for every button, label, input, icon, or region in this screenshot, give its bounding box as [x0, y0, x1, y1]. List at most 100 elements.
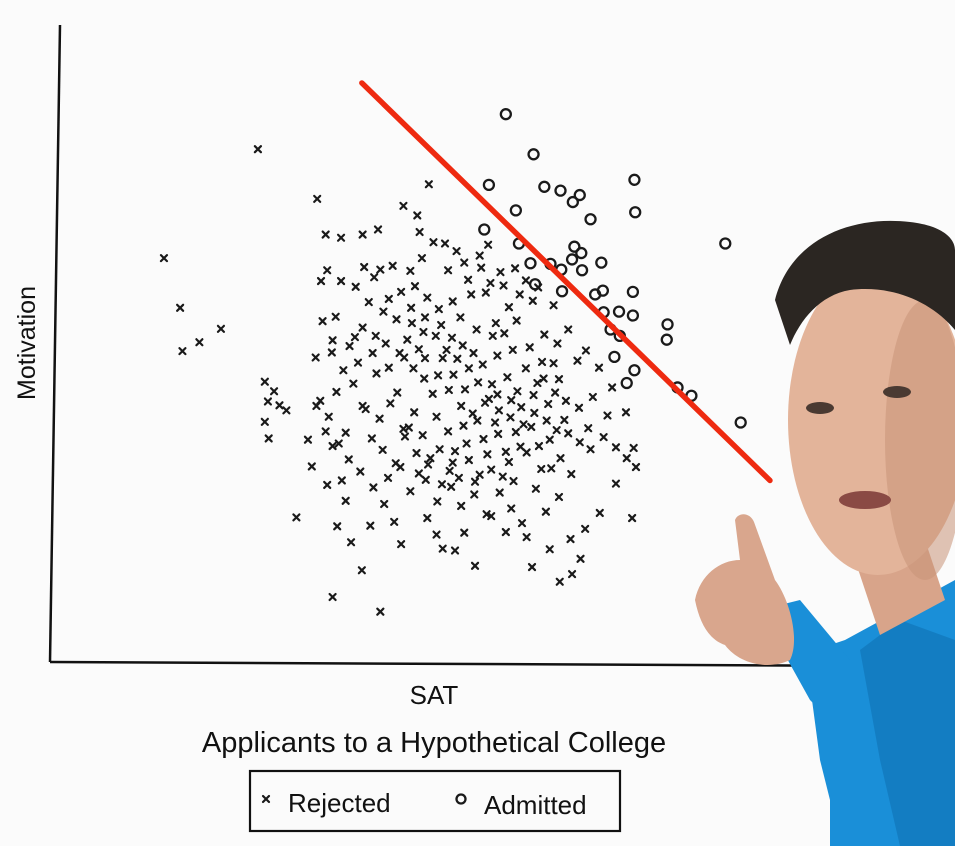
point-rejected-244 — [420, 354, 430, 363]
point-rejected-112 — [470, 477, 480, 486]
point-rejected-215 — [407, 303, 416, 312]
point-rejected-62 — [414, 345, 423, 354]
point-rejected-172 — [555, 577, 564, 586]
point-rejected-235 — [611, 443, 621, 452]
point-rejected-103 — [356, 467, 365, 476]
point-rejected-87 — [432, 412, 441, 421]
point-admitted-31 — [661, 318, 674, 331]
point-rejected-253 — [529, 390, 538, 400]
point-rejected-178 — [390, 517, 399, 526]
point-rejected-160 — [333, 522, 342, 531]
legend-box — [248, 769, 622, 833]
point-rejected-23 — [486, 278, 495, 288]
point-rejected-142 — [464, 455, 473, 465]
point-rejected-126 — [311, 353, 320, 362]
point-rejected-237 — [328, 336, 337, 345]
point-rejected-101 — [334, 439, 343, 448]
point-rejected-167 — [487, 512, 496, 521]
point-rejected-20 — [460, 258, 469, 267]
point-rejected-60 — [393, 388, 402, 397]
point-rejected-148 — [263, 397, 273, 406]
point-rejected-197 — [549, 359, 558, 368]
point-rejected-131 — [349, 379, 358, 388]
point-rejected-51 — [318, 317, 327, 326]
point-rejected-39 — [512, 316, 521, 325]
point-rejected-162 — [357, 566, 366, 575]
point-admitted-7 — [628, 173, 641, 186]
point-rejected-150 — [264, 434, 273, 443]
point-rejected-229 — [564, 429, 573, 438]
point-rejected-189 — [447, 333, 457, 342]
point-rejected-35 — [467, 290, 476, 299]
point-rejected-262 — [459, 421, 468, 430]
point-rejected-72 — [503, 373, 512, 382]
point-rejected-187 — [419, 327, 428, 337]
point-rejected-111 — [457, 501, 466, 511]
point-rejected-115 — [507, 504, 516, 513]
point-admitted-33 — [628, 364, 641, 377]
point-rejected-18 — [452, 247, 461, 256]
point-admitted-18 — [565, 253, 579, 266]
point-rejected-73 — [513, 387, 522, 396]
point-admitted-2 — [538, 180, 551, 193]
point-rejected-11 — [376, 265, 385, 274]
point-rejected-29 — [397, 287, 406, 297]
point-rejected-92 — [483, 450, 492, 459]
point-rejected-213 — [384, 294, 393, 304]
point-rejected-1 — [159, 254, 169, 263]
point-rejected-263 — [470, 490, 479, 499]
point-rejected-0 — [253, 145, 262, 154]
point-admitted-30 — [626, 309, 640, 322]
point-rejected-9 — [358, 230, 367, 239]
point-rejected-34 — [456, 313, 465, 322]
point-rejected-104 — [369, 483, 378, 492]
point-rejected-121 — [576, 554, 585, 563]
point-rejected-125 — [628, 513, 637, 523]
point-rejected-195 — [525, 343, 534, 352]
point-rejected-68 — [469, 348, 478, 358]
point-rejected-122 — [581, 524, 590, 533]
point-rejected-151 — [269, 387, 279, 396]
point-admitted-9 — [482, 178, 496, 192]
point-rejected-70 — [487, 380, 497, 389]
point-rejected-69 — [478, 360, 487, 369]
point-rejected-118 — [541, 507, 550, 516]
point-rejected-30 — [410, 282, 420, 291]
point-admitted-6 — [584, 213, 597, 226]
point-rejected-124 — [611, 479, 621, 488]
point-rejected-7 — [321, 230, 330, 239]
point-rejected-58 — [372, 369, 381, 378]
point-rejected-250 — [493, 390, 502, 399]
point-rejected-75 — [533, 378, 542, 388]
point-admitted-19 — [568, 240, 581, 253]
point-rejected-36 — [481, 288, 490, 297]
point-rejected-214 — [392, 315, 401, 324]
point-rejected-153 — [282, 406, 291, 415]
point-rejected-93 — [494, 429, 503, 439]
point-rejected-98 — [545, 435, 554, 444]
point-rejected-33 — [448, 297, 457, 306]
point-rejected-193 — [500, 329, 509, 338]
point-rejected-259 — [426, 454, 435, 463]
point-rejected-22 — [484, 240, 493, 249]
point-rejected-43 — [564, 325, 573, 334]
point-rejected-40 — [528, 296, 537, 305]
point-rejected-218 — [442, 345, 451, 354]
chart-title: Applicants to a Hypothetical College — [202, 727, 666, 759]
point-rejected-95 — [516, 442, 525, 451]
point-rejected-100 — [567, 469, 576, 479]
point-rejected-141 — [454, 473, 463, 483]
point-rejected-220 — [464, 364, 473, 373]
point-rejected-41 — [540, 330, 549, 339]
point-rejected-238 — [345, 341, 354, 351]
point-rejected-79 — [574, 403, 584, 412]
point-rejected-147 — [260, 377, 269, 386]
point-rejected-88 — [443, 427, 453, 436]
point-rejected-190 — [458, 341, 467, 350]
point-rejected-163 — [376, 607, 385, 616]
point-admitted-11 — [509, 204, 522, 217]
x-axis-label: SAT — [410, 680, 459, 710]
legend-marker-admitted — [455, 793, 467, 805]
point-rejected-186 — [407, 319, 416, 328]
